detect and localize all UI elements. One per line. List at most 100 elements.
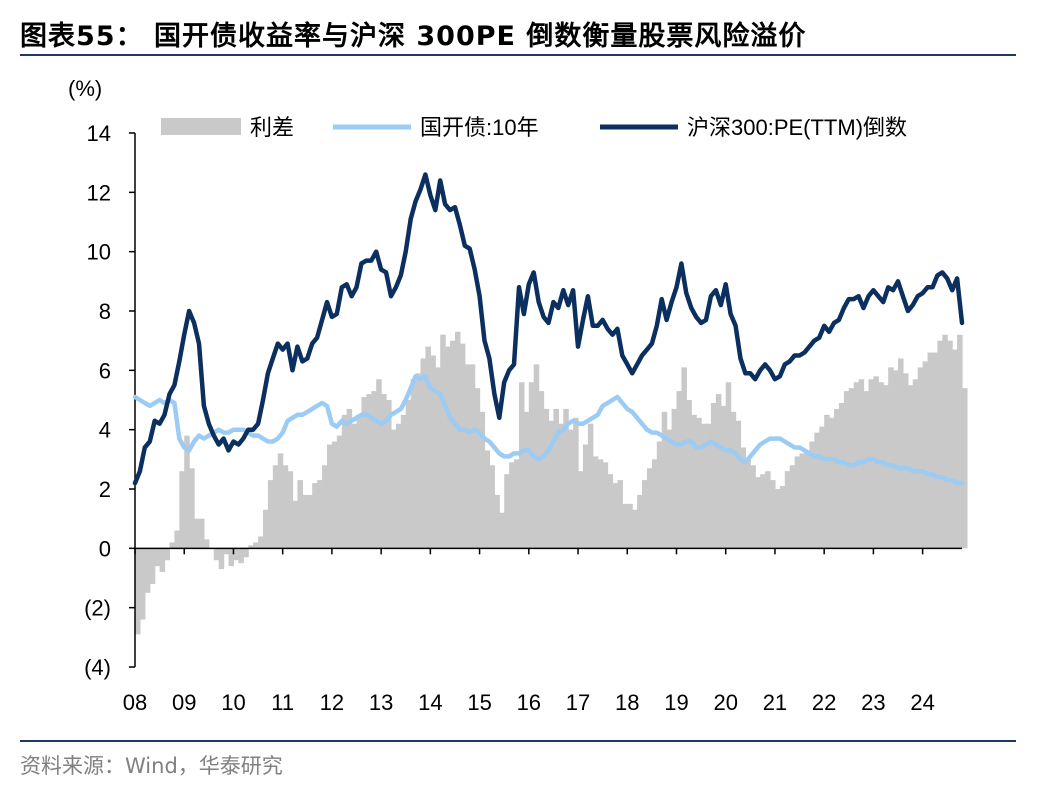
x-tick-label: 16 — [517, 690, 541, 715]
spread-bar — [302, 494, 308, 549]
x-tick-label: 12 — [320, 690, 344, 715]
spread-bar — [243, 548, 249, 558]
spread-bar — [440, 334, 446, 549]
spread-bar — [691, 414, 697, 549]
spread-bar — [371, 391, 377, 549]
spread-bar — [445, 346, 451, 549]
spread-bar — [198, 518, 205, 549]
footer-divider — [20, 740, 1016, 742]
spread-bar — [390, 429, 397, 549]
spread-bar — [543, 408, 550, 549]
spread-bar — [514, 459, 520, 549]
y-tick-label: (4) — [84, 655, 111, 680]
spread-bar — [750, 465, 756, 549]
spread-bar — [912, 379, 919, 549]
x-tick-label: 11 — [271, 690, 294, 715]
spread-bar — [632, 509, 638, 549]
spread-bar — [154, 548, 161, 567]
spread-bar — [587, 423, 594, 549]
spread-bar — [622, 503, 628, 549]
spread-bar — [395, 423, 402, 549]
x-tick-label: 08 — [123, 690, 147, 715]
spread-bar — [784, 471, 791, 549]
spread-bar — [819, 426, 825, 549]
spread-bar — [267, 480, 274, 549]
spread-bar — [607, 474, 614, 549]
spread-bar — [863, 391, 870, 549]
spread-bar — [789, 465, 796, 549]
spread-bar — [135, 548, 141, 635]
y-tick-label: 4 — [99, 418, 111, 443]
spread-bar — [922, 361, 929, 549]
spread-bar — [233, 548, 239, 561]
spread-bar — [730, 411, 737, 549]
x-tick-label: 18 — [615, 690, 639, 715]
spread-bar — [258, 536, 264, 549]
spread-bar — [194, 518, 200, 549]
x-tick-label: 23 — [861, 690, 885, 715]
spread-bar — [568, 429, 574, 549]
spread-bar — [144, 548, 151, 593]
spread-bar — [164, 548, 171, 561]
spread-bar — [494, 494, 500, 549]
spread-bar — [932, 352, 938, 549]
spread-bar — [642, 480, 648, 549]
spread-bar — [287, 471, 294, 549]
bond-yield-line — [132, 374, 965, 486]
spread-bar — [504, 474, 510, 549]
spread-bar — [573, 417, 579, 549]
y-tick-label: 12 — [87, 180, 111, 205]
spread-bar — [804, 450, 810, 549]
spread-bar — [656, 441, 663, 549]
spread-bar — [307, 494, 313, 549]
spread-bar — [720, 405, 727, 549]
spread-bar — [676, 391, 683, 549]
line-layer — [132, 172, 965, 486]
spread-bar — [927, 352, 934, 549]
spread-bar — [405, 400, 412, 549]
spread-bar — [794, 456, 801, 549]
spread-bar — [223, 548, 230, 555]
spread-bar — [386, 400, 392, 549]
spread-bar — [878, 382, 884, 549]
spread-bar — [277, 453, 284, 549]
chart-title: 图表55： 国开债收益率与沪深 300PE 倒数衡量股票风险溢价 — [20, 21, 807, 52]
spread-bar — [189, 468, 195, 549]
spread-bar — [646, 468, 653, 549]
x-tick-label: 24 — [910, 690, 934, 715]
spread-bar — [715, 394, 722, 549]
spread-bar — [331, 441, 338, 549]
spread-bar — [612, 483, 619, 549]
spread-bar — [238, 548, 244, 564]
spread-bar — [341, 414, 348, 549]
spread-bar — [203, 539, 210, 549]
spread-bar — [745, 459, 751, 549]
pe-inverse-line — [132, 172, 965, 486]
spread-bar — [218, 548, 225, 570]
spread-bar — [518, 382, 525, 549]
legend-label-pe: 沪深300:PE(TTM)倒数 — [687, 115, 907, 140]
spread-area-layer — [135, 331, 968, 635]
spread-bar — [558, 423, 564, 549]
y-tick-label: (2) — [84, 596, 111, 621]
spread-bar — [381, 394, 387, 549]
spread-bar — [159, 548, 166, 573]
x-tick-label: 10 — [221, 690, 245, 715]
y-tick-label: 2 — [99, 477, 111, 502]
spread-bar — [735, 420, 742, 549]
spread-bar — [888, 367, 894, 549]
spread-bar — [686, 400, 692, 549]
x-tick-label: 15 — [467, 690, 491, 715]
spread-bar — [582, 444, 589, 549]
spread-bar — [410, 379, 417, 549]
spread-bar — [617, 480, 623, 549]
spread-bar — [425, 346, 431, 549]
x-tick-label: 13 — [369, 690, 393, 715]
spread-bar — [464, 364, 471, 549]
spread-bar — [799, 453, 806, 549]
spread-bar — [681, 367, 687, 549]
spread-bar — [272, 465, 279, 549]
spread-bar — [843, 391, 850, 549]
spread-bar — [592, 456, 599, 549]
y-tick-label: 14 — [87, 121, 111, 146]
